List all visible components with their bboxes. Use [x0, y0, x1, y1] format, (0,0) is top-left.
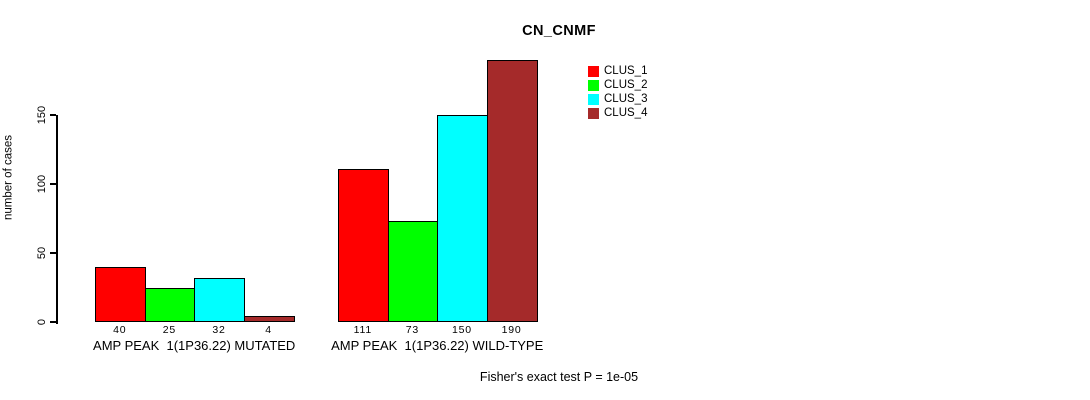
- y-axis-tick-label: 150: [36, 105, 48, 125]
- bar-clus_4-group2: [486, 59, 538, 322]
- x-group-label: AMP PEAK 1(1P36.22) WILD-TYPE: [331, 338, 544, 353]
- y-axis-tick: [49, 252, 56, 254]
- legend: CLUS_1 CLUS_2 CLUS_3 CLUS_4: [588, 64, 647, 120]
- chart-title: CN_CNMF: [522, 23, 596, 39]
- y-axis-tick-label: 100: [36, 174, 48, 194]
- legend-row: CLUS_2: [588, 78, 647, 92]
- bar-value-label: 150: [452, 324, 472, 336]
- y-axis-tick: [49, 183, 56, 185]
- legend-swatch-clus_3: [588, 93, 599, 105]
- legend-row: CLUS_4: [588, 106, 647, 120]
- bar-value-label: 32: [212, 324, 226, 336]
- legend-row: CLUS_1: [588, 64, 647, 78]
- bar-value-label: 190: [501, 324, 522, 336]
- y-axis-tick-label: 0: [36, 318, 48, 326]
- x-group-label: AMP PEAK 1(1P36.22) MUTATED: [93, 338, 296, 353]
- legend-label: CLUS_3: [604, 93, 648, 105]
- bar-clus_1-group1: [95, 266, 147, 322]
- bar-value-label: 40: [113, 324, 127, 336]
- legend-label: CLUS_2: [604, 79, 648, 91]
- y-axis-tick-label: 50: [36, 246, 48, 260]
- y-axis-tick: [49, 321, 56, 323]
- bar-value-label: 25: [162, 324, 177, 336]
- bar-value-label: 111: [353, 324, 372, 336]
- y-axis-line: [56, 115, 58, 324]
- bar-clus_2-group2: [387, 221, 439, 322]
- bar-clus_4-group1: [243, 316, 295, 322]
- legend-label: CLUS_4: [604, 107, 648, 119]
- bar-clus_3-group2: [437, 115, 489, 322]
- bar-value-label: 4: [265, 324, 272, 336]
- legend-swatch-clus_1: [588, 65, 599, 77]
- y-axis-tick: [49, 114, 56, 116]
- bar-clus_2-group1: [144, 287, 196, 322]
- bar-clus_1-group2: [338, 168, 390, 322]
- bar-clus_3-group1: [194, 277, 246, 322]
- legend-label: CLUS_1: [604, 65, 648, 77]
- legend-row: CLUS_3: [588, 92, 647, 106]
- bar-value-label: 73: [405, 324, 420, 336]
- legend-swatch-clus_4: [588, 107, 599, 119]
- stat-annotation: Fisher's exact test P = 1e-05: [479, 370, 639, 384]
- legend-swatch-clus_2: [588, 79, 599, 91]
